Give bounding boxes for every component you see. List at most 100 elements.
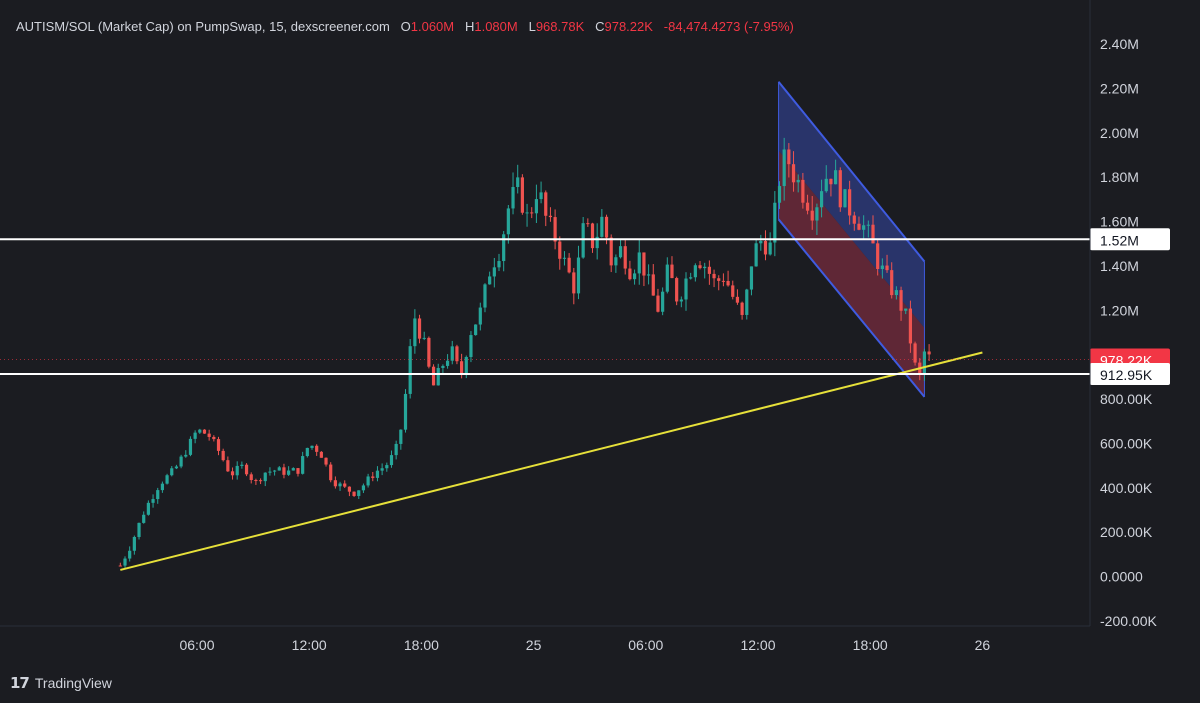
candle-body bbox=[908, 308, 913, 344]
candle-body bbox=[773, 202, 777, 243]
candle-body bbox=[273, 470, 277, 472]
candle-body bbox=[726, 280, 730, 286]
candle-body bbox=[632, 273, 637, 280]
candle-body bbox=[417, 318, 422, 339]
candle-body bbox=[590, 223, 595, 249]
candle-body bbox=[132, 536, 136, 551]
low-label: L bbox=[528, 19, 536, 34]
candle-body bbox=[749, 266, 754, 290]
candle-body bbox=[740, 302, 744, 315]
candle-body bbox=[389, 455, 394, 466]
candle-body bbox=[198, 429, 202, 433]
candle-body bbox=[707, 266, 711, 274]
y-tick-label: 600.00K bbox=[1100, 435, 1153, 451]
candle-body bbox=[735, 296, 740, 303]
candle-body bbox=[581, 223, 585, 258]
tradingview-brand[interactable]: 17 TradingView bbox=[10, 674, 112, 692]
candle-body bbox=[188, 438, 193, 455]
candle-body bbox=[244, 464, 249, 475]
candle-body bbox=[455, 346, 459, 362]
candle-body bbox=[287, 470, 291, 475]
candle-body bbox=[637, 252, 641, 274]
candle-body bbox=[698, 265, 702, 269]
candle-body bbox=[782, 149, 786, 187]
candle-body bbox=[731, 285, 735, 297]
candle-body bbox=[193, 432, 197, 439]
candle-body bbox=[656, 295, 660, 312]
candle-body bbox=[502, 234, 506, 262]
candle-body bbox=[618, 246, 623, 258]
candle-body bbox=[478, 307, 482, 325]
candle-body bbox=[151, 499, 155, 503]
level-badge-upper-bg bbox=[1090, 228, 1170, 251]
candle-body bbox=[647, 274, 651, 276]
candle-body bbox=[310, 445, 314, 448]
candle-body bbox=[170, 468, 174, 476]
candle-body bbox=[810, 210, 814, 221]
candle-body bbox=[815, 207, 819, 221]
candle-body bbox=[829, 178, 833, 185]
close-value: 978.22K bbox=[604, 19, 653, 34]
candle-body bbox=[562, 257, 567, 259]
y-tick-label: 2.20M bbox=[1100, 80, 1139, 96]
close-label: C bbox=[595, 19, 605, 34]
candle-body bbox=[689, 277, 693, 279]
symbol-title[interactable]: AUTISM/SOL (Market Cap) on PumpSwap, 15,… bbox=[16, 19, 390, 34]
candle-body bbox=[380, 468, 384, 471]
candle-body bbox=[315, 445, 319, 452]
candle-body bbox=[548, 215, 553, 218]
channel-lower-line bbox=[777, 218, 926, 398]
candle-body bbox=[156, 490, 160, 500]
candle-body bbox=[338, 483, 342, 487]
candle-body bbox=[927, 351, 931, 355]
chart-header: AUTISM/SOL (Market Cap) on PumpSwap, 15,… bbox=[16, 19, 794, 34]
candle-body bbox=[343, 483, 347, 487]
candle-body bbox=[305, 447, 309, 457]
candle-body bbox=[142, 514, 146, 523]
candle-body bbox=[768, 242, 772, 255]
candle-body bbox=[614, 257, 618, 266]
candle-body bbox=[516, 177, 520, 188]
candle-body bbox=[595, 236, 599, 249]
candle-body bbox=[525, 212, 529, 214]
candle-body bbox=[520, 177, 524, 213]
candle-body bbox=[254, 480, 258, 482]
candle-body bbox=[857, 223, 861, 230]
candle-body bbox=[679, 299, 683, 302]
candle-body bbox=[483, 284, 487, 308]
trendline bbox=[120, 351, 983, 571]
x-tick-label: 18:00 bbox=[853, 637, 888, 653]
candle-body bbox=[530, 212, 534, 214]
candle-body bbox=[488, 276, 492, 285]
candle-body bbox=[352, 491, 356, 496]
candle-body bbox=[558, 241, 562, 259]
y-tick-label: 0.0000 bbox=[1100, 569, 1143, 585]
candle-body bbox=[834, 170, 838, 185]
candle-body bbox=[263, 472, 267, 482]
candle-body bbox=[497, 261, 501, 268]
x-tick-label: 26 bbox=[975, 637, 991, 653]
high-label: H bbox=[464, 19, 475, 34]
candle-body bbox=[894, 290, 898, 296]
candle-body bbox=[118, 565, 122, 567]
candle-body bbox=[890, 270, 894, 296]
level-badge-lower: 912.95K bbox=[1100, 367, 1153, 383]
candle-body bbox=[576, 257, 581, 294]
low-value: 968.78K bbox=[535, 19, 585, 34]
x-tick-label: 06:00 bbox=[628, 637, 663, 653]
candle-body bbox=[431, 366, 436, 386]
candle-body bbox=[450, 346, 454, 361]
y-tick-label: 1.60M bbox=[1100, 214, 1139, 230]
candle-body bbox=[586, 223, 590, 225]
candle-body bbox=[202, 429, 207, 434]
candle-body bbox=[684, 278, 688, 300]
candle-body bbox=[852, 215, 856, 224]
candle-body bbox=[464, 357, 468, 374]
candle-body bbox=[544, 192, 548, 216]
candle-body bbox=[661, 291, 665, 312]
candle-body bbox=[759, 240, 763, 244]
candle-body bbox=[492, 267, 496, 277]
candle-body bbox=[441, 365, 445, 368]
